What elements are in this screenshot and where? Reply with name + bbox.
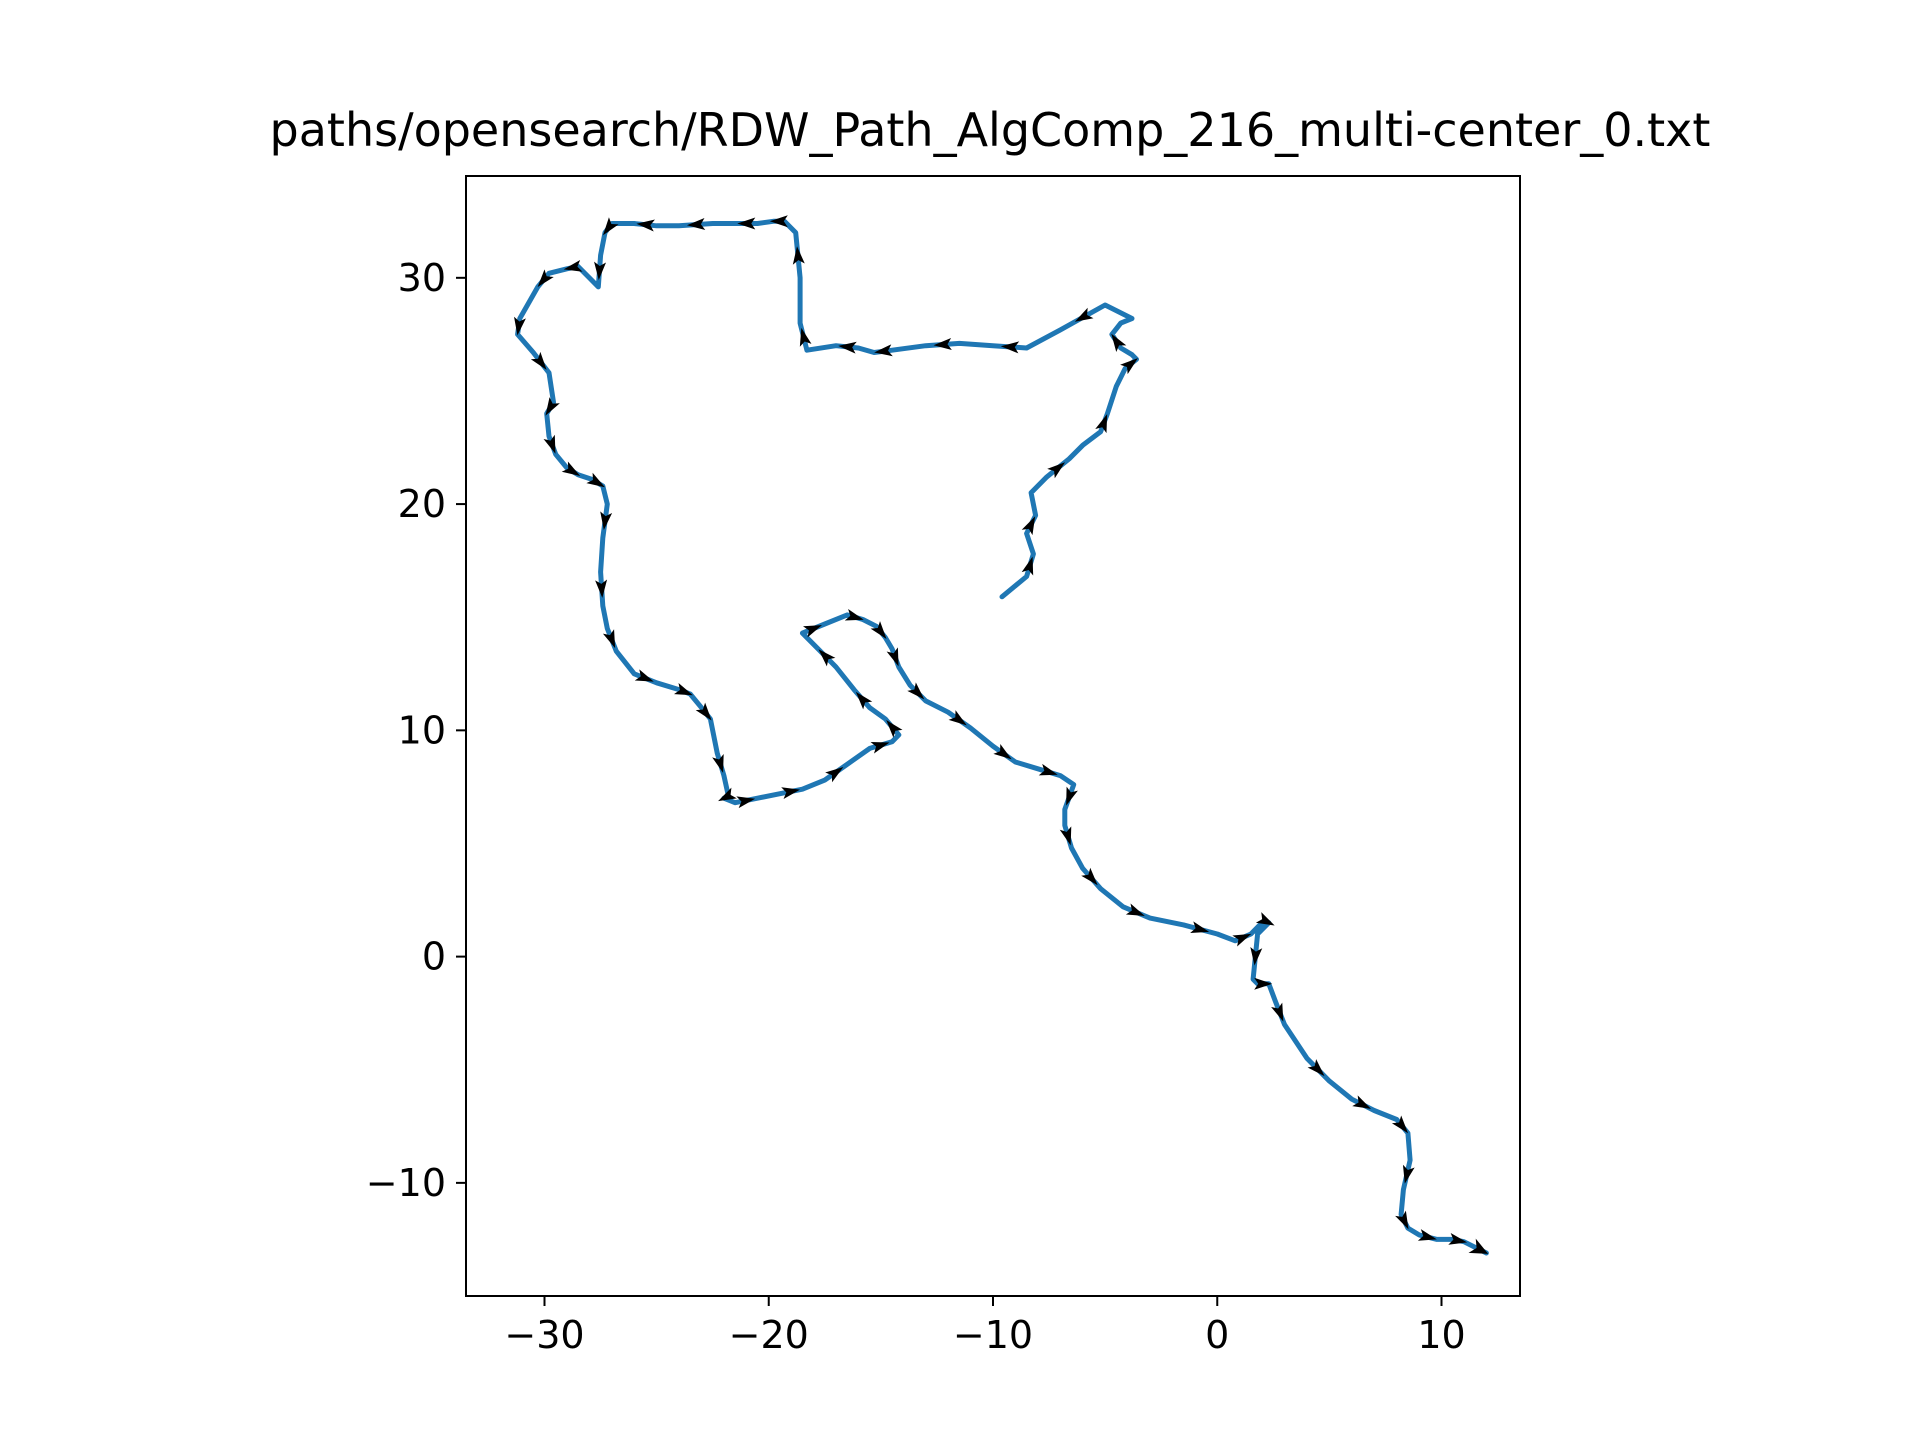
direction-arrow <box>1095 414 1108 434</box>
direction-arrow <box>514 316 526 336</box>
data-layer <box>514 215 1489 1256</box>
direction-arrow <box>594 261 607 280</box>
direction-arrow <box>1402 1164 1415 1184</box>
direction-arrow <box>948 710 967 726</box>
direction-arrow <box>907 682 925 700</box>
direction-arrow <box>600 511 613 531</box>
direction-arrow <box>1047 462 1066 479</box>
direction-arrow <box>1417 1229 1437 1241</box>
direction-arrow <box>1307 1059 1325 1077</box>
direction-arrow <box>838 341 857 354</box>
direction-arrow <box>1250 947 1263 966</box>
direction-arrow <box>1066 786 1078 806</box>
plot-area <box>466 176 1520 1296</box>
direction-arrow <box>1448 1232 1468 1245</box>
direction-arrow <box>712 753 724 773</box>
direction-arrow <box>1059 826 1072 846</box>
direction-arrow <box>561 461 581 476</box>
direction-arrow <box>1021 516 1036 536</box>
direction-arrow <box>1190 921 1210 933</box>
direction-arrow <box>769 215 788 228</box>
direction-arrow <box>718 787 737 802</box>
direction-arrow <box>818 649 836 667</box>
direction-arrow <box>543 434 556 454</box>
direction-arrow <box>636 219 655 232</box>
x-tick-label: 0 <box>1205 1313 1229 1357</box>
direction-arrow <box>1021 556 1034 576</box>
direction-arrow <box>886 720 903 738</box>
direction-arrow <box>1074 307 1094 322</box>
x-tick-label: 10 <box>1417 1313 1465 1357</box>
x-axis: −30 −20 −10 0 10 <box>504 1296 1466 1357</box>
direction-arrow <box>686 218 706 230</box>
y-tick-label: 10 <box>398 708 446 752</box>
direction-arrow <box>586 472 605 488</box>
direction-arrow <box>993 744 1012 760</box>
direction-arrow <box>545 397 560 416</box>
direction-arrow <box>1395 1210 1409 1230</box>
direction-arrow <box>1232 933 1252 947</box>
direction-arrow <box>1391 1115 1409 1134</box>
direction-arrow <box>870 621 887 639</box>
y-tick-label: −10 <box>366 1161 446 1205</box>
direction-arrow <box>563 259 583 272</box>
direction-arrow <box>803 625 822 638</box>
x-tick-label: −10 <box>953 1313 1033 1357</box>
direction-arrow <box>634 669 654 682</box>
direction-arrow <box>1125 903 1145 916</box>
direction-arrow <box>695 702 712 721</box>
y-tick-label: 0 <box>422 935 446 979</box>
direction-arrow <box>1111 333 1127 353</box>
direction-arrow <box>603 217 619 236</box>
direction-arrow <box>781 787 801 800</box>
direction-arrow <box>602 629 616 649</box>
direction-arrow <box>537 269 554 288</box>
direction-arrow <box>1271 1002 1284 1022</box>
direction-arrow <box>886 647 899 667</box>
y-tick-label: 20 <box>398 482 446 526</box>
direction-arrow <box>1120 358 1138 375</box>
direction-arrow <box>1352 1095 1372 1109</box>
direction-arrow <box>933 338 952 350</box>
y-axis: −10 0 10 20 30 <box>366 256 466 1205</box>
direction-arrow <box>825 767 844 783</box>
direction-arrow <box>855 691 873 710</box>
direction-arrow <box>870 741 890 754</box>
direction-arrow <box>844 608 864 621</box>
direction-arrow <box>1000 341 1020 354</box>
direction-arrow <box>792 246 805 265</box>
chart-title: paths/opensearch/RDW_Path_AlgComp_216_mu… <box>270 103 1711 157</box>
direction-arrow <box>736 796 756 809</box>
y-tick-label: 30 <box>398 256 446 300</box>
direction-arrow <box>1254 977 1273 990</box>
direction-arrow <box>674 682 693 696</box>
direction-arrow <box>595 579 608 598</box>
end-arrow <box>1468 1238 1489 1254</box>
direction-arrow <box>1255 912 1275 926</box>
direction-arrow <box>737 217 756 230</box>
x-tick-label: −30 <box>504 1313 584 1357</box>
direction-arrow <box>799 327 812 347</box>
x-tick-label: −20 <box>729 1313 809 1357</box>
direction-arrow <box>1038 763 1058 776</box>
direction-arrow <box>1081 867 1098 886</box>
direction-arrow <box>530 351 547 370</box>
direction-arrow <box>874 344 893 357</box>
